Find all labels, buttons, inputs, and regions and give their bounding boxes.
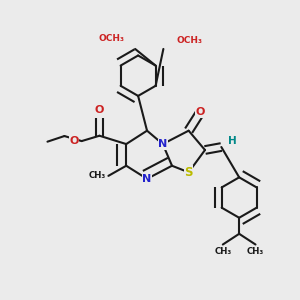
Text: CH₃: CH₃ <box>247 248 264 256</box>
Text: O: O <box>95 105 104 115</box>
Text: N: N <box>158 139 167 149</box>
Text: H: H <box>228 136 236 146</box>
Text: O: O <box>196 107 205 117</box>
Text: S: S <box>184 166 193 179</box>
Text: OCH₃: OCH₃ <box>99 34 125 43</box>
Text: CH₃: CH₃ <box>214 248 231 256</box>
Text: N: N <box>142 174 152 184</box>
Text: CH₃: CH₃ <box>88 171 105 180</box>
Text: O: O <box>69 136 79 146</box>
Text: OCH₃: OCH₃ <box>177 35 203 44</box>
